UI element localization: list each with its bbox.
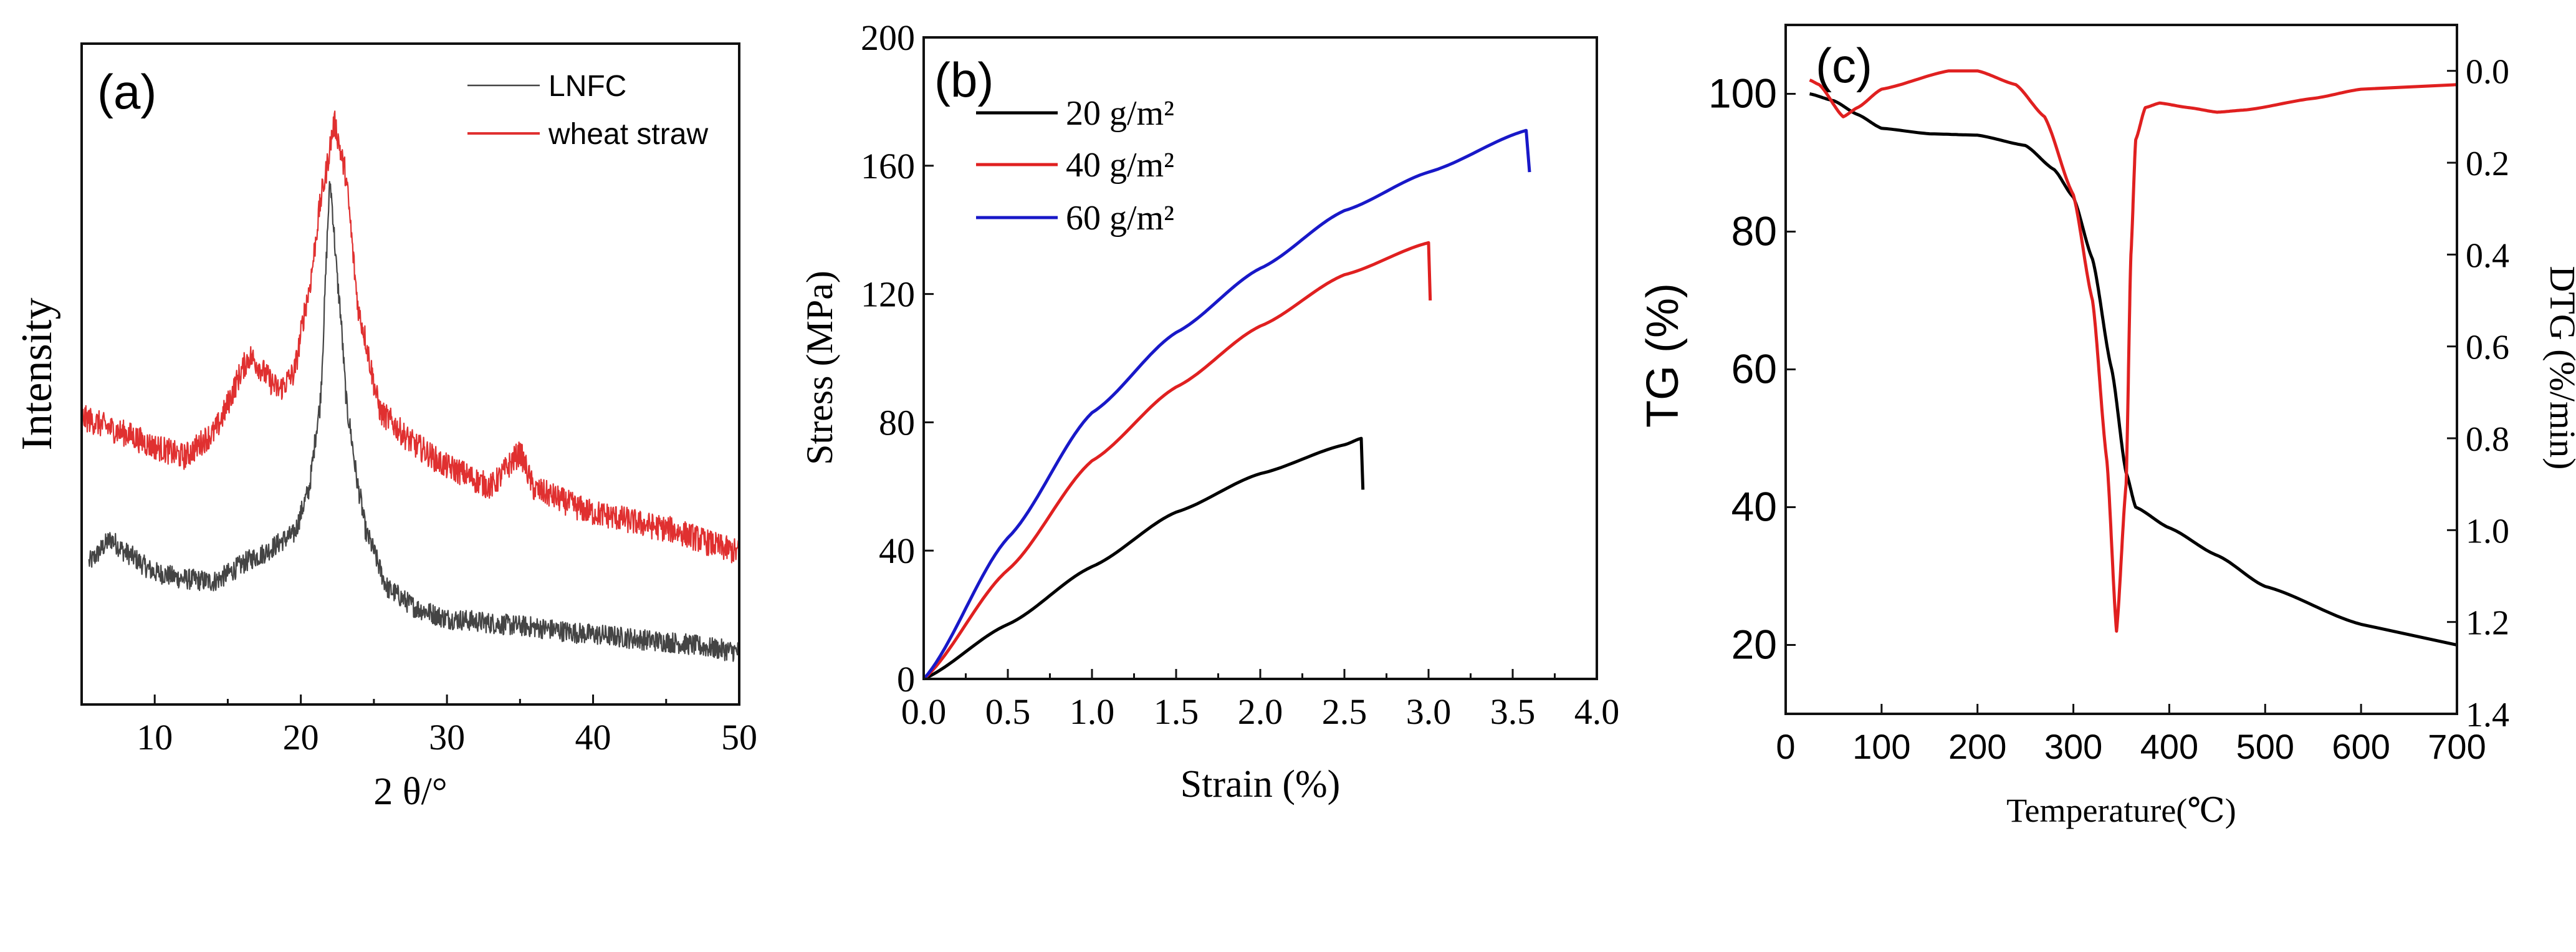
x-tick-label: 30 (429, 717, 465, 757)
x-tick-label: 500 (2236, 727, 2294, 766)
x-tick-label: 400 (2140, 727, 2198, 766)
y-axis-label: Intensity (13, 298, 61, 451)
legend-label: 60 g/m² (1066, 199, 1174, 238)
x-tick-label: 1.0 (1070, 691, 1115, 732)
panel-a: 10 20 30 40 50 2 θ/° Intensity (a) LNFC wheat str… (13, 42, 757, 813)
x-tick-label: 100 (1852, 727, 1910, 766)
y-tick-label: 20 (1731, 622, 1777, 668)
x-tick-label: 700 (2428, 727, 2486, 766)
x-tick-label: 0 (1776, 727, 1795, 766)
y-tick-label: 80 (879, 402, 915, 443)
x-tick-label: 20 (283, 717, 319, 757)
y-tick-label: 40 (879, 531, 915, 571)
x-tick-label: 600 (2332, 727, 2390, 766)
y-tick-label: 60 (1731, 346, 1777, 392)
panel-b: 0.0 0.5 1.0 1.5 2.0 2.5 3.0 3.5 4.0 0 40 80 120 160 20… (799, 17, 1619, 805)
legend-label: 20 g/m² (1066, 94, 1174, 133)
x-tick-label: 40 (575, 717, 611, 757)
series-line-40-g-m- (922, 241, 1432, 680)
panel-label: (c) (1816, 38, 1872, 93)
series-line-wheat-straw (80, 110, 740, 564)
x-tick-label: 0.0 (901, 691, 947, 732)
y-axis-label: Stress (MPa) (799, 271, 840, 465)
x-tick-label: 3.5 (1490, 691, 1536, 732)
y-tick-label: 0 (897, 659, 915, 700)
series-line-lnfc (88, 181, 740, 662)
y-tick-label: 160 (861, 146, 915, 186)
y-tick-label: 80 (1731, 208, 1777, 254)
x-tick-label: 10 (136, 717, 173, 757)
x-tick-label: 200 (1948, 727, 2006, 766)
x-tick-label: 4.0 (1574, 691, 1620, 732)
y-tick-label: 100 (1708, 70, 1777, 117)
y-right-tick-label: 1.0 (2466, 512, 2509, 551)
panel-c: 0 100 200 300 400 500 600 700 20 40 60 80 100 0.0 0.2 0… (1638, 24, 2576, 829)
x-tick-label: 0.5 (985, 691, 1031, 732)
y-tick-label: 200 (861, 17, 915, 58)
y-tick-label: 120 (861, 274, 915, 315)
y-right-axis-label: DTG (%/min) (2542, 266, 2576, 470)
y-tick-label: 40 (1731, 484, 1777, 530)
legend-label: 40 g/m² (1066, 146, 1174, 185)
y-right-tick-label: 1.4 (2466, 696, 2509, 734)
x-tick-label: 1.5 (1154, 691, 1199, 732)
legend-label: LNFC (548, 70, 626, 103)
x-tick-label: 300 (2044, 727, 2102, 766)
plot-frame (80, 42, 740, 706)
y-right-tick-label: 0.4 (2466, 236, 2509, 275)
y-right-tick-label: 0.2 (2466, 145, 2509, 183)
x-tick-label: 2.5 (1322, 691, 1367, 732)
y-right-tick-label: 0.0 (2466, 53, 2509, 92)
plot-frame (922, 36, 1598, 680)
y-axis-label: TG (%) (1638, 283, 1688, 428)
series-line-dtg (1808, 69, 2458, 633)
x-axis-label: Strain (%) (1180, 763, 1341, 805)
y-right-tick-label: 1.2 (2466, 604, 2509, 643)
x-tick-label: 50 (721, 717, 757, 757)
x-tick-label: 2.0 (1238, 691, 1283, 732)
x-axis-label: Temperature(℃) (2006, 792, 2236, 829)
legend-label: wheat straw (548, 118, 708, 151)
panel-label: (b) (934, 52, 994, 107)
y-right-tick-label: 0.6 (2466, 329, 2509, 367)
x-axis-label: 2 θ/° (373, 771, 447, 813)
y-right-tick-label: 0.8 (2466, 420, 2509, 459)
series-line-60-g-m- (922, 128, 1531, 680)
x-tick-label: 3.0 (1406, 691, 1452, 732)
series-line-20-g-m- (922, 436, 1365, 681)
panel-label: (a) (97, 64, 156, 119)
